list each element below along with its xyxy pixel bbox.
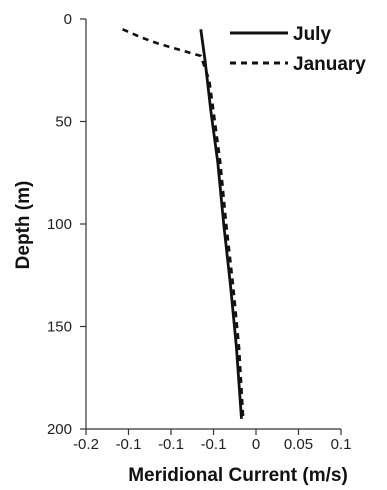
legend: July January xyxy=(230,24,366,75)
y-axis-title: Depth (m) xyxy=(13,181,34,270)
x-axis-title: Meridional Current (m/s) xyxy=(128,465,348,486)
axes: 0 50 100 150 200-0.2 -0.1 -0.1 -0.1 0 0.05 0.1 xyxy=(47,11,351,453)
series-line-july xyxy=(199,29,243,419)
y-tick-label: 100 xyxy=(47,216,72,233)
x-tick-label: 0.05 xyxy=(284,436,313,453)
legend-label-july: July xyxy=(293,24,331,45)
x-tick-label: -0.1 xyxy=(158,436,184,453)
y-tick-label: 0 xyxy=(64,11,72,28)
y-tick-label: 200 xyxy=(47,421,72,438)
x-tick-label: -0.1 xyxy=(201,436,227,453)
x-tick-label: 0.1 xyxy=(331,436,352,453)
series-line-january xyxy=(122,28,245,419)
y-tick-label: 50 xyxy=(55,114,72,131)
x-tick-label: -0.1 xyxy=(116,436,142,453)
y-tick-label: 150 xyxy=(47,319,72,336)
legend-label-january: January xyxy=(293,54,366,75)
x-tick-label: 0 xyxy=(252,436,260,453)
series-layer xyxy=(122,28,245,419)
x-tick-label: -0.2 xyxy=(73,436,99,453)
